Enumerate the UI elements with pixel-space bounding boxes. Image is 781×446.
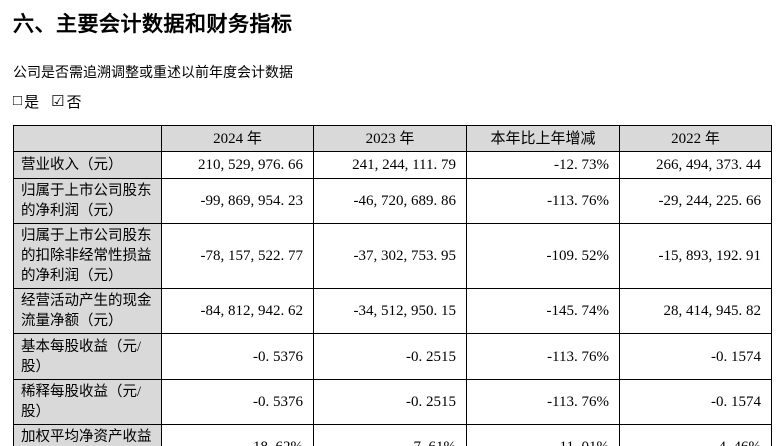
value-yoy-change: -11. 01% — [466, 424, 620, 446]
value-yoy-change: -109. 52% — [466, 223, 620, 289]
restatement-options: □ 是 ☑ 否 — [13, 91, 781, 112]
option-yes[interactable]: □ 是 — [13, 91, 39, 112]
table-row-basic-eps: 基本每股收益（元/股） -0. 5376 -0. 2515 -113. 76% … — [13, 333, 772, 380]
table-header-row: 2024 年 2023 年 本年比上年增减 2022 年 — [13, 125, 772, 152]
header-cell-2024: 2024 年 — [161, 125, 314, 152]
row-label: 归属于上市公司股东的净利润（元） — [13, 178, 162, 224]
table-row-net-profit-excl-nonrecurring: 归属于上市公司股东的扣除非经常性损益的净利润（元） -78, 157, 522.… — [13, 223, 772, 289]
value-2023: -0. 2515 — [313, 333, 467, 380]
table-row-net-profit: 归属于上市公司股东的净利润（元） -99, 869, 954. 23 -46, … — [13, 178, 772, 224]
table-row-operating-cash-flow: 经营活动产生的现金流量净额（元） -84, 812, 942. 62 -34, … — [13, 288, 772, 334]
checkbox-checked-icon[interactable]: ☑ — [51, 94, 65, 110]
value-2022: -4. 46% — [619, 424, 772, 446]
header-cell-2022: 2022 年 — [619, 125, 772, 152]
row-label: 归属于上市公司股东的扣除非经常性损益的净利润（元） — [13, 223, 162, 289]
value-2023: -34, 512, 950. 15 — [313, 288, 467, 334]
value-yoy-change: -113. 76% — [466, 379, 620, 425]
value-2023: 241, 244, 111. 79 — [313, 151, 467, 179]
row-label: 经营活动产生的现金流量净额（元） — [13, 288, 162, 334]
option-no[interactable]: ☑ 否 — [51, 91, 81, 112]
header-cell-yoy-change: 本年比上年增减 — [466, 125, 620, 152]
table-row-diluted-eps: 稀释每股收益（元/股） -0. 5376 -0. 2515 -113. 76% … — [13, 379, 772, 425]
value-2022: 28, 414, 945. 82 — [619, 288, 772, 334]
option-yes-label: 是 — [24, 95, 40, 111]
value-2024: -99, 869, 954. 23 — [161, 178, 314, 224]
value-2024: -0. 5376 — [161, 333, 314, 380]
value-2024: -78, 157, 522. 77 — [161, 223, 314, 289]
value-2024: -84, 812, 942. 62 — [161, 288, 314, 334]
table-row-weighted-avg-roe: 加权平均净资产收益率 -18. 62% -7. 61% -11. 01% -4.… — [13, 424, 772, 446]
row-label: 稀释每股收益（元/股） — [13, 379, 162, 425]
value-2022: -0. 1574 — [619, 333, 772, 380]
value-2024: -0. 5376 — [161, 379, 314, 425]
row-label: 营业收入（元） — [13, 151, 162, 179]
value-2022: -29, 244, 225. 66 — [619, 178, 772, 224]
value-2023: -37, 302, 753. 95 — [313, 223, 467, 289]
value-yoy-change: -145. 74% — [466, 288, 620, 334]
option-no-label: 否 — [66, 95, 82, 111]
value-2024: -18. 62% — [161, 424, 314, 446]
value-2023: -7. 61% — [313, 424, 467, 446]
value-2024: 210, 529, 976. 66 — [161, 151, 314, 179]
checkbox-unchecked-icon[interactable]: □ — [13, 93, 23, 109]
row-label: 加权平均净资产收益率 — [13, 424, 162, 446]
value-2022: -15, 893, 192. 91 — [619, 223, 772, 289]
section-title: 六、主要会计数据和财务指标 — [13, 12, 293, 36]
value-2023: -0. 2515 — [313, 379, 467, 425]
value-2022: 266, 494, 373. 44 — [619, 151, 772, 179]
value-yoy-change: -12. 73% — [466, 151, 620, 179]
row-label: 基本每股收益（元/股） — [13, 333, 162, 380]
restatement-question: 公司是否需追溯调整或重述以前年度会计数据 — [13, 66, 293, 81]
value-2022: -0. 1574 — [619, 379, 772, 425]
financial-indicators-table: 2024 年 2023 年 本年比上年增减 2022 年 营业收入（元） 210… — [13, 125, 772, 446]
header-cell-metric — [13, 125, 162, 152]
value-yoy-change: -113. 76% — [466, 178, 620, 224]
header-cell-2023: 2023 年 — [313, 125, 467, 152]
table-row-operating-revenue: 营业收入（元） 210, 529, 976. 66 241, 244, 111.… — [13, 151, 772, 179]
value-yoy-change: -113. 76% — [466, 333, 620, 380]
value-2023: -46, 720, 689. 86 — [313, 178, 467, 224]
